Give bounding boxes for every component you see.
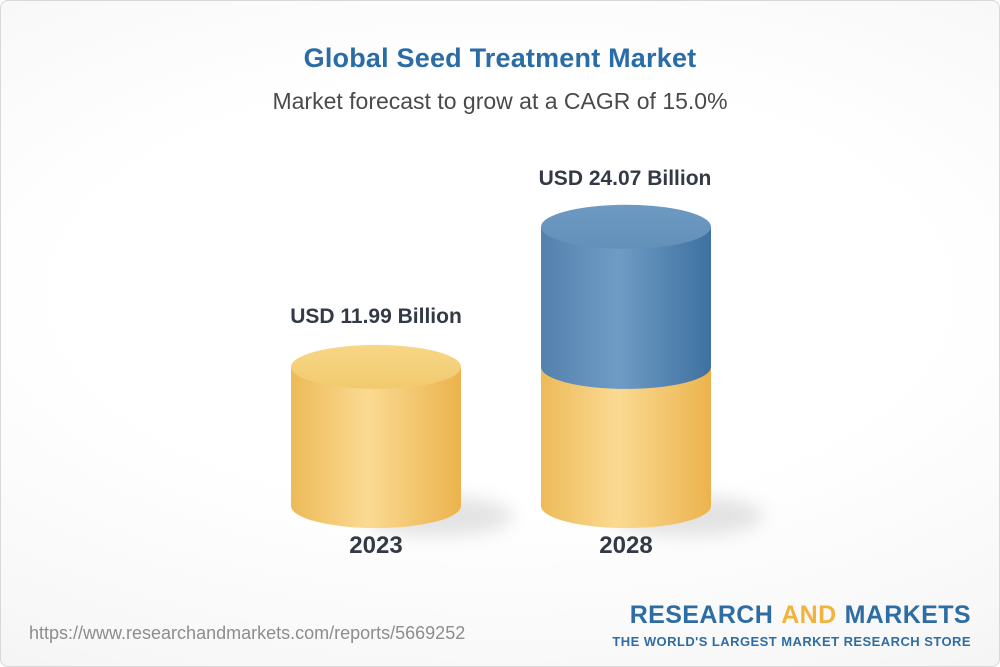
segment-body-yellow	[541, 366, 711, 506]
segment-body-blue	[541, 226, 711, 367]
category-label-2028: 2028	[599, 532, 653, 559]
logo-tagline: THE WORLD'S LARGEST MARKET RESEARCH STOR…	[612, 633, 971, 649]
value-label-2028: USD 24.07 Billion	[538, 167, 712, 190]
logo-word-and: AND	[781, 601, 837, 629]
bar-2023	[291, 344, 513, 536]
value-label-2023: USD 11.99 Billion	[290, 305, 462, 328]
bar-top-cap	[291, 344, 461, 389]
logo-wordmark: RESEARCH AND MARKETS	[612, 601, 971, 630]
chart-title: Global Seed Treatment Market	[303, 43, 697, 73]
category-label-2023: 2023	[349, 532, 403, 559]
logo-word-markets: MARKETS	[844, 601, 971, 629]
report-url: https://www.researchandmarkets.com/repor…	[29, 623, 466, 643]
bar-top-cap	[541, 204, 711, 249]
bar-2028	[541, 204, 763, 536]
chart-subtitle: Market forecast to grow at a CAGR of 15.…	[272, 88, 728, 114]
logo-word-research: RESEARCH	[629, 601, 774, 629]
segment-body-yellow	[291, 366, 461, 506]
research-and-markets-logo: RESEARCH AND MARKETS THE WORLD'S LARGEST…	[612, 601, 971, 649]
